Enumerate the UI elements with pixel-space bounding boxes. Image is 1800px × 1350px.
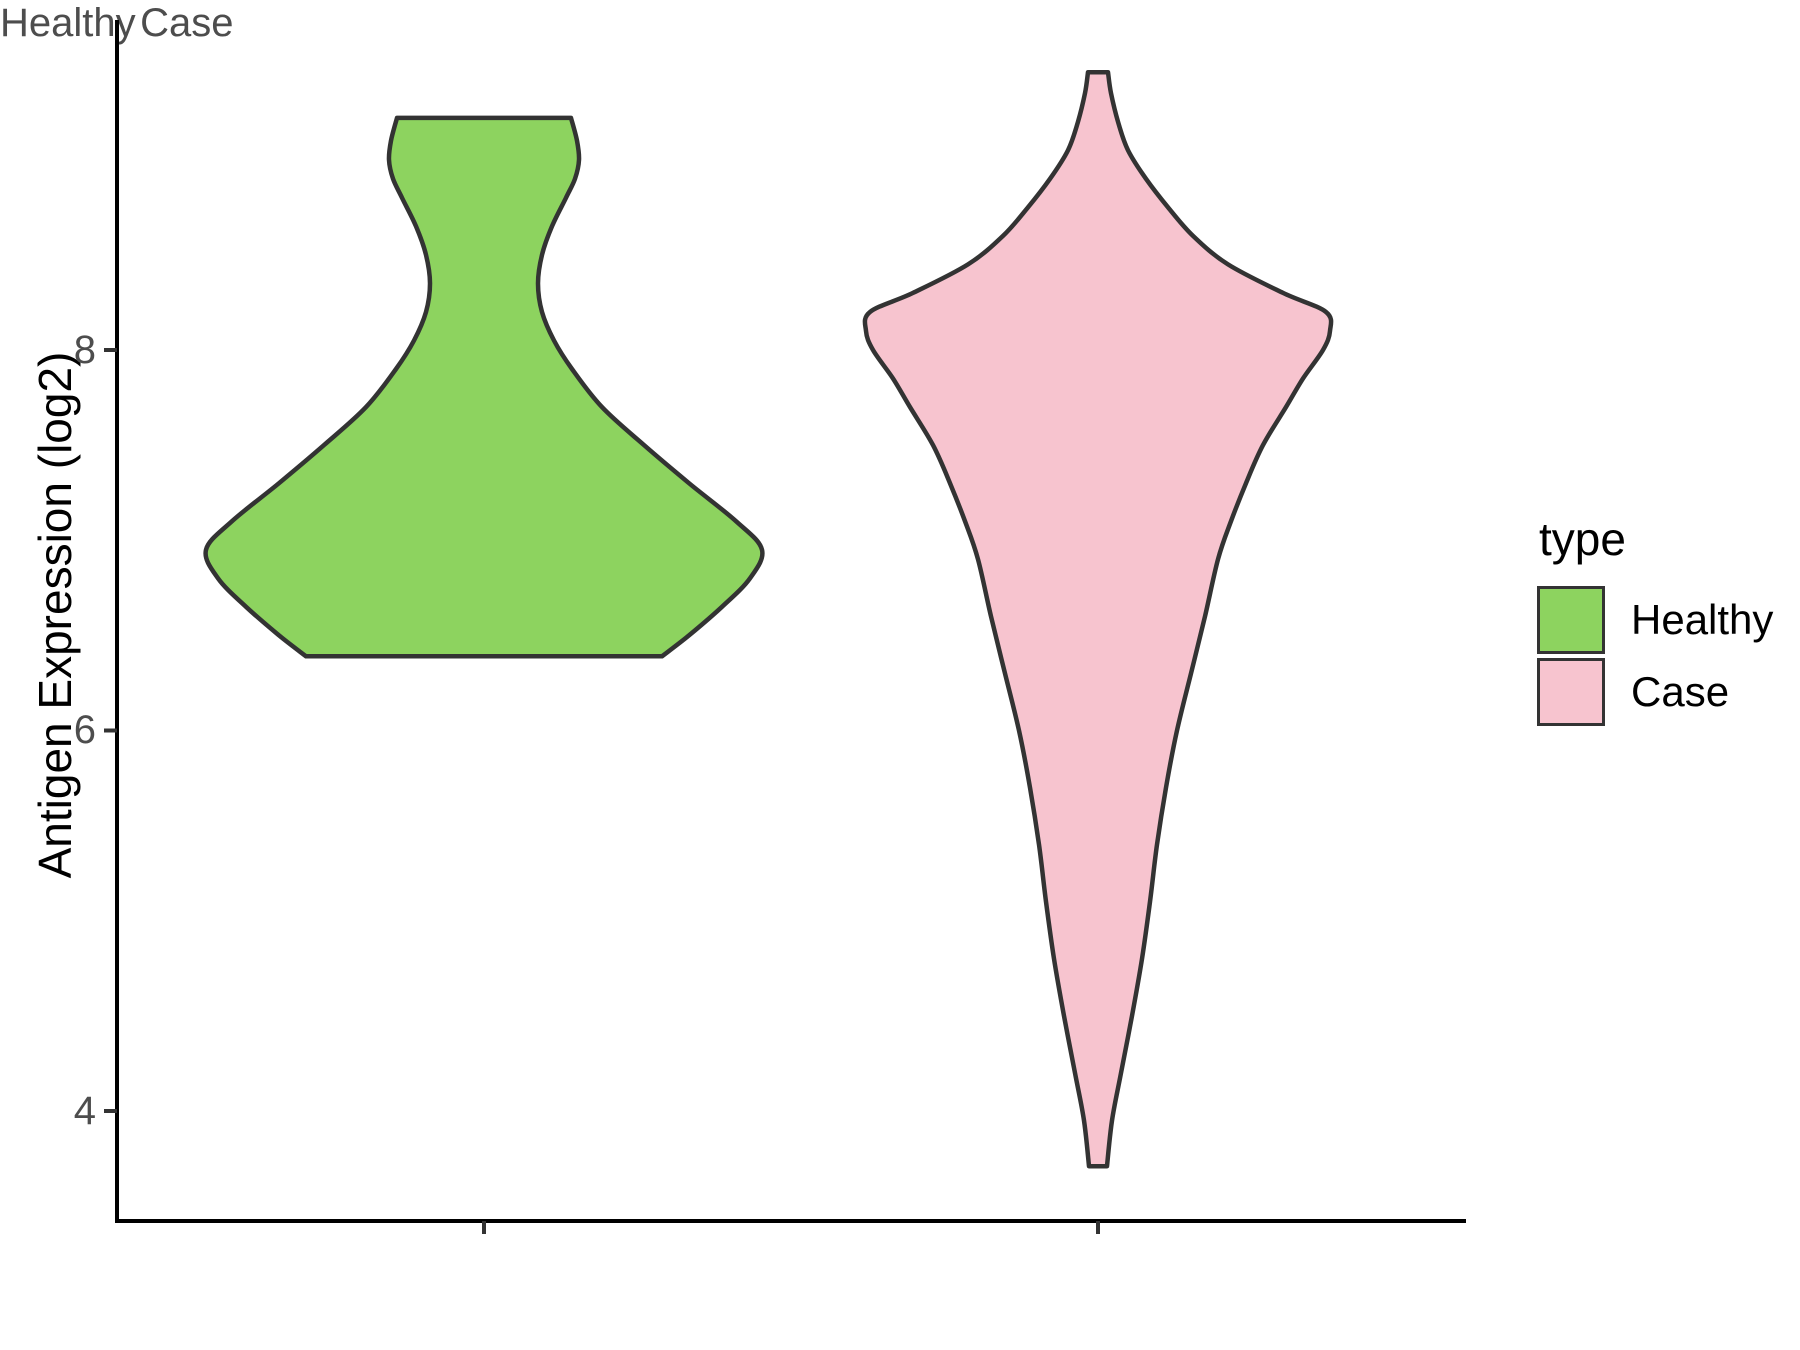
y-tick-label-4: 4 (73, 1089, 96, 1133)
legend: type Healthy Case (1537, 512, 1800, 730)
violin-case (862, 69, 1334, 1169)
legend-label-case: Case (1631, 668, 1730, 715)
violin-healthy (203, 115, 765, 659)
legend-key-healthy-swatch (1537, 586, 1605, 654)
y-axis-title: Antigen Expression (log2) (29, 351, 81, 879)
x-category-label-case: Case (140, 1, 234, 45)
legend-item-healthy: Healthy (1537, 586, 1800, 654)
legend-key-case-swatch (1537, 658, 1605, 726)
y-tick-label-8: 8 (73, 328, 96, 372)
y-tick-label-6: 6 (73, 708, 96, 752)
legend-title: type (1539, 513, 1626, 565)
legend-label-healthy: Healthy (1631, 596, 1774, 643)
x-category-label-healthy: Healthy (0, 1, 136, 45)
legend-item-case: Case (1537, 658, 1800, 726)
